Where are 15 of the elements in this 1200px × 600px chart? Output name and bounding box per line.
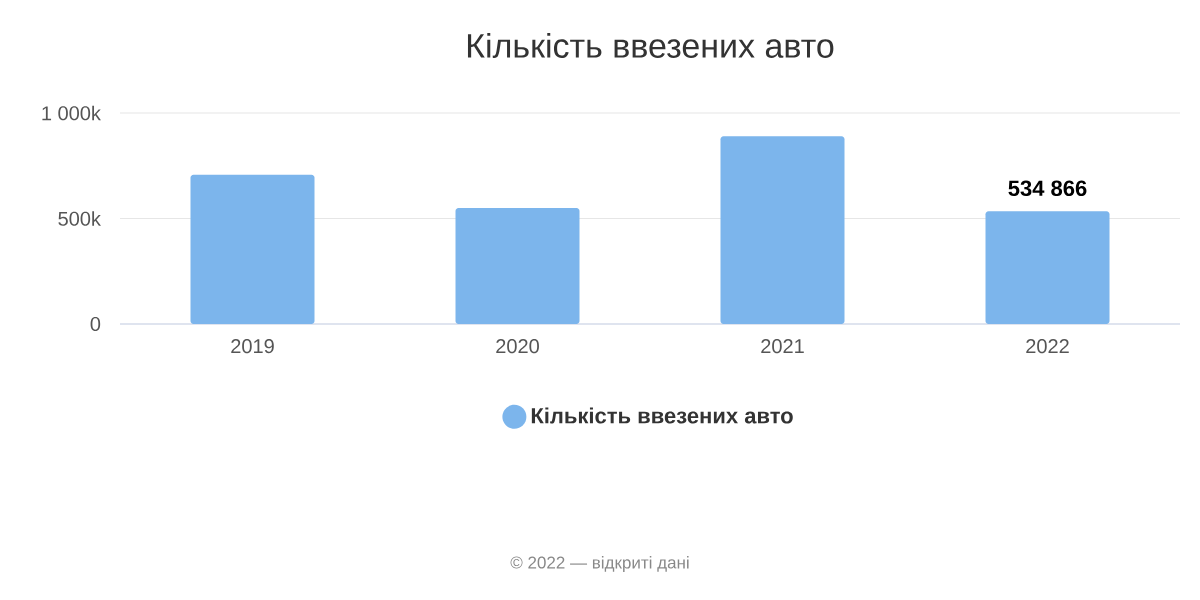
x-tick-label: 2022 — [1026, 339, 1069, 354]
y-tick-label: 500k — [58, 211, 101, 226]
bar — [985, 211, 1110, 324]
legend-label: Кількість ввезених авто — [531, 407, 793, 424]
data-label: 534 866 — [1008, 180, 1087, 197]
chart-title: Кількість ввезених авто — [467, 32, 834, 58]
x-tick-label: 2021 — [761, 339, 804, 354]
bar — [455, 207, 580, 324]
text: © 2022 — відкриті дані — [510, 556, 689, 572]
y-tick-label: 0 — [90, 316, 101, 332]
x-tick-label: 2020 — [496, 339, 539, 354]
x-tick-label: 2019 — [231, 339, 274, 354]
bar — [720, 136, 845, 324]
bar — [190, 174, 315, 324]
y-tick-label: 1 000k — [42, 105, 101, 121]
